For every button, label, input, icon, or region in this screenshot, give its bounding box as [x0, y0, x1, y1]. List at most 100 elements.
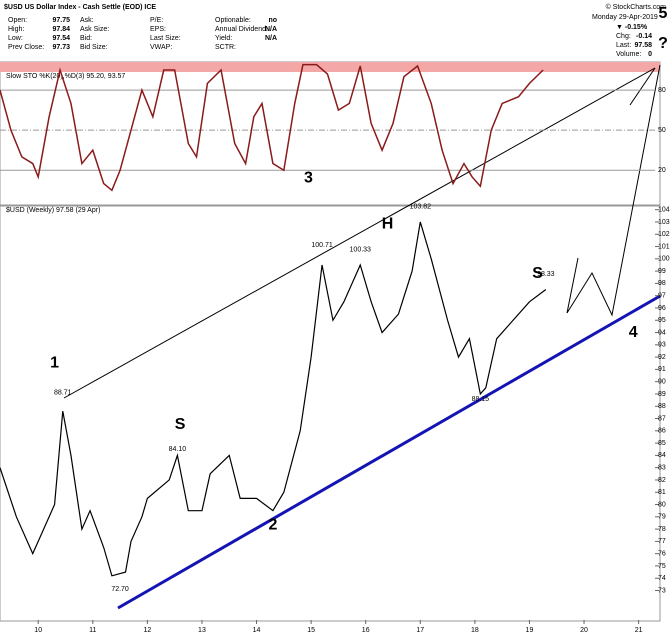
y-tick-label: 75 [658, 563, 666, 570]
price-frame [0, 205, 661, 622]
annotation: H [382, 216, 394, 233]
y-tick-label: 93 [658, 342, 666, 349]
annotation: 4 [629, 324, 638, 341]
y-tick-label: 81 [658, 489, 666, 496]
x-tick-label: 12 [143, 627, 151, 634]
field-label: High: [8, 26, 24, 33]
y-tick-label: 77 [658, 538, 666, 545]
price-label: 88.71 [54, 389, 72, 396]
x-tick-label: 17 [416, 627, 424, 634]
y-tick-label: 74 [658, 575, 666, 582]
y-tick-label: 50 [658, 127, 666, 134]
y-tick-label: 79 [658, 514, 666, 521]
field-label: Low: [8, 35, 23, 42]
y-tick-label: 73 [658, 587, 666, 594]
y-tick-label: 84 [658, 452, 666, 459]
y-tick-label: 102 [658, 231, 670, 238]
field-label: Last Size: [150, 35, 181, 42]
lower-trendline [117, 294, 661, 610]
y-tick-label: 86 [658, 428, 666, 435]
y-tick-label: 82 [658, 477, 666, 484]
header-title: $USD US Dollar Index - Cash Settle (EOD)… [4, 4, 156, 11]
y-tick-label: 95 [658, 317, 666, 324]
x-tick-label: 14 [253, 627, 261, 634]
x-tick-label: 11 [89, 627, 96, 634]
quote-label: Last: [616, 42, 631, 49]
field-label: EPS: [150, 26, 166, 33]
y-tick-label: 76 [658, 551, 666, 558]
quote-value: 0 [648, 51, 652, 58]
field-label: Open: [8, 17, 27, 24]
x-tick-label: 15 [307, 627, 315, 634]
field-label: VWAP: [150, 44, 172, 51]
y-tick-label: 85 [658, 440, 666, 447]
field-label: Yield: [215, 35, 232, 42]
field-value: N/A [265, 26, 277, 33]
annotation: S [175, 416, 186, 433]
y-tick-label: 90 [658, 379, 666, 386]
quote-label: Chg: [616, 33, 631, 40]
field-value: 97.54 [52, 35, 70, 42]
y-tick-label: 80 [658, 87, 666, 94]
y-tick-label: 87 [658, 415, 666, 422]
field-value: 97.75 [52, 17, 70, 24]
price-label: 98.33 [537, 271, 555, 278]
overbought-band [0, 62, 660, 72]
y-tick-label: 89 [658, 391, 666, 398]
series-line [0, 63, 544, 192]
field-label: Optionable: [215, 17, 251, 24]
quote-label: Volume: [616, 51, 641, 58]
annotation: 3 [304, 169, 313, 186]
projection [566, 64, 661, 317]
y-tick-label: 104 [658, 207, 670, 214]
x-tick-label: 16 [362, 627, 370, 634]
wave-label: 5 [659, 5, 668, 22]
y-tick-label: 98 [658, 280, 666, 287]
arrow-line [629, 67, 656, 106]
price-label: 100.33 [350, 247, 372, 254]
field-label: P/E: [150, 17, 163, 24]
y-tick-label: 99 [658, 268, 666, 275]
series-line [0, 221, 547, 577]
y-tick-label: 103 [658, 219, 670, 226]
panel-title: Slow STO %K(20),%D(3) 95.20, 93.57 [6, 73, 125, 80]
source: © StockCharts.com [606, 3, 667, 11]
field-value: N/A [265, 35, 277, 42]
y-tick-label: 20 [658, 167, 666, 174]
field-label: Annual Dividend: [215, 26, 268, 33]
y-tick-label: 100 [658, 256, 670, 263]
field-value: 97.73 [52, 44, 70, 51]
annotation: 2 [268, 517, 277, 534]
quote-value: 97.58 [634, 42, 652, 49]
y-tick-label: 94 [658, 329, 666, 336]
field-value: no [268, 17, 277, 24]
y-tick-label: 80 [658, 501, 666, 508]
price-label: 100.71 [311, 242, 333, 249]
y-tick-label: 91 [658, 366, 666, 373]
x-tick-label: 13 [198, 627, 206, 634]
change: ▼ -0.15% [616, 24, 648, 31]
y-tick-label: 83 [658, 465, 666, 472]
y-tick-label: 88 [658, 403, 666, 410]
x-tick-label: 21 [635, 627, 643, 634]
price-label: 88.15 [472, 396, 490, 403]
x-tick-label: 18 [471, 627, 479, 634]
field-value: 97.84 [52, 26, 70, 33]
x-tick-label: 19 [526, 627, 534, 634]
y-tick-label: 96 [658, 305, 666, 312]
x-tick-label: 20 [580, 627, 588, 634]
y-tick-label: 78 [658, 526, 666, 533]
y-tick-label: 101 [658, 243, 670, 250]
price-label: 103.82 [410, 204, 432, 211]
annotation: S [532, 265, 543, 282]
date: Monday 29-Apr-2019 [592, 14, 658, 21]
y-tick-label: 92 [658, 354, 666, 361]
wave-label: ? [658, 35, 668, 52]
price-label: 84.10 [169, 446, 187, 453]
y-tick-label: 97 [658, 293, 666, 300]
field-label: Bid Size: [80, 44, 108, 51]
quote-value: -0.14 [636, 33, 652, 40]
annotation: 1 [50, 354, 59, 371]
